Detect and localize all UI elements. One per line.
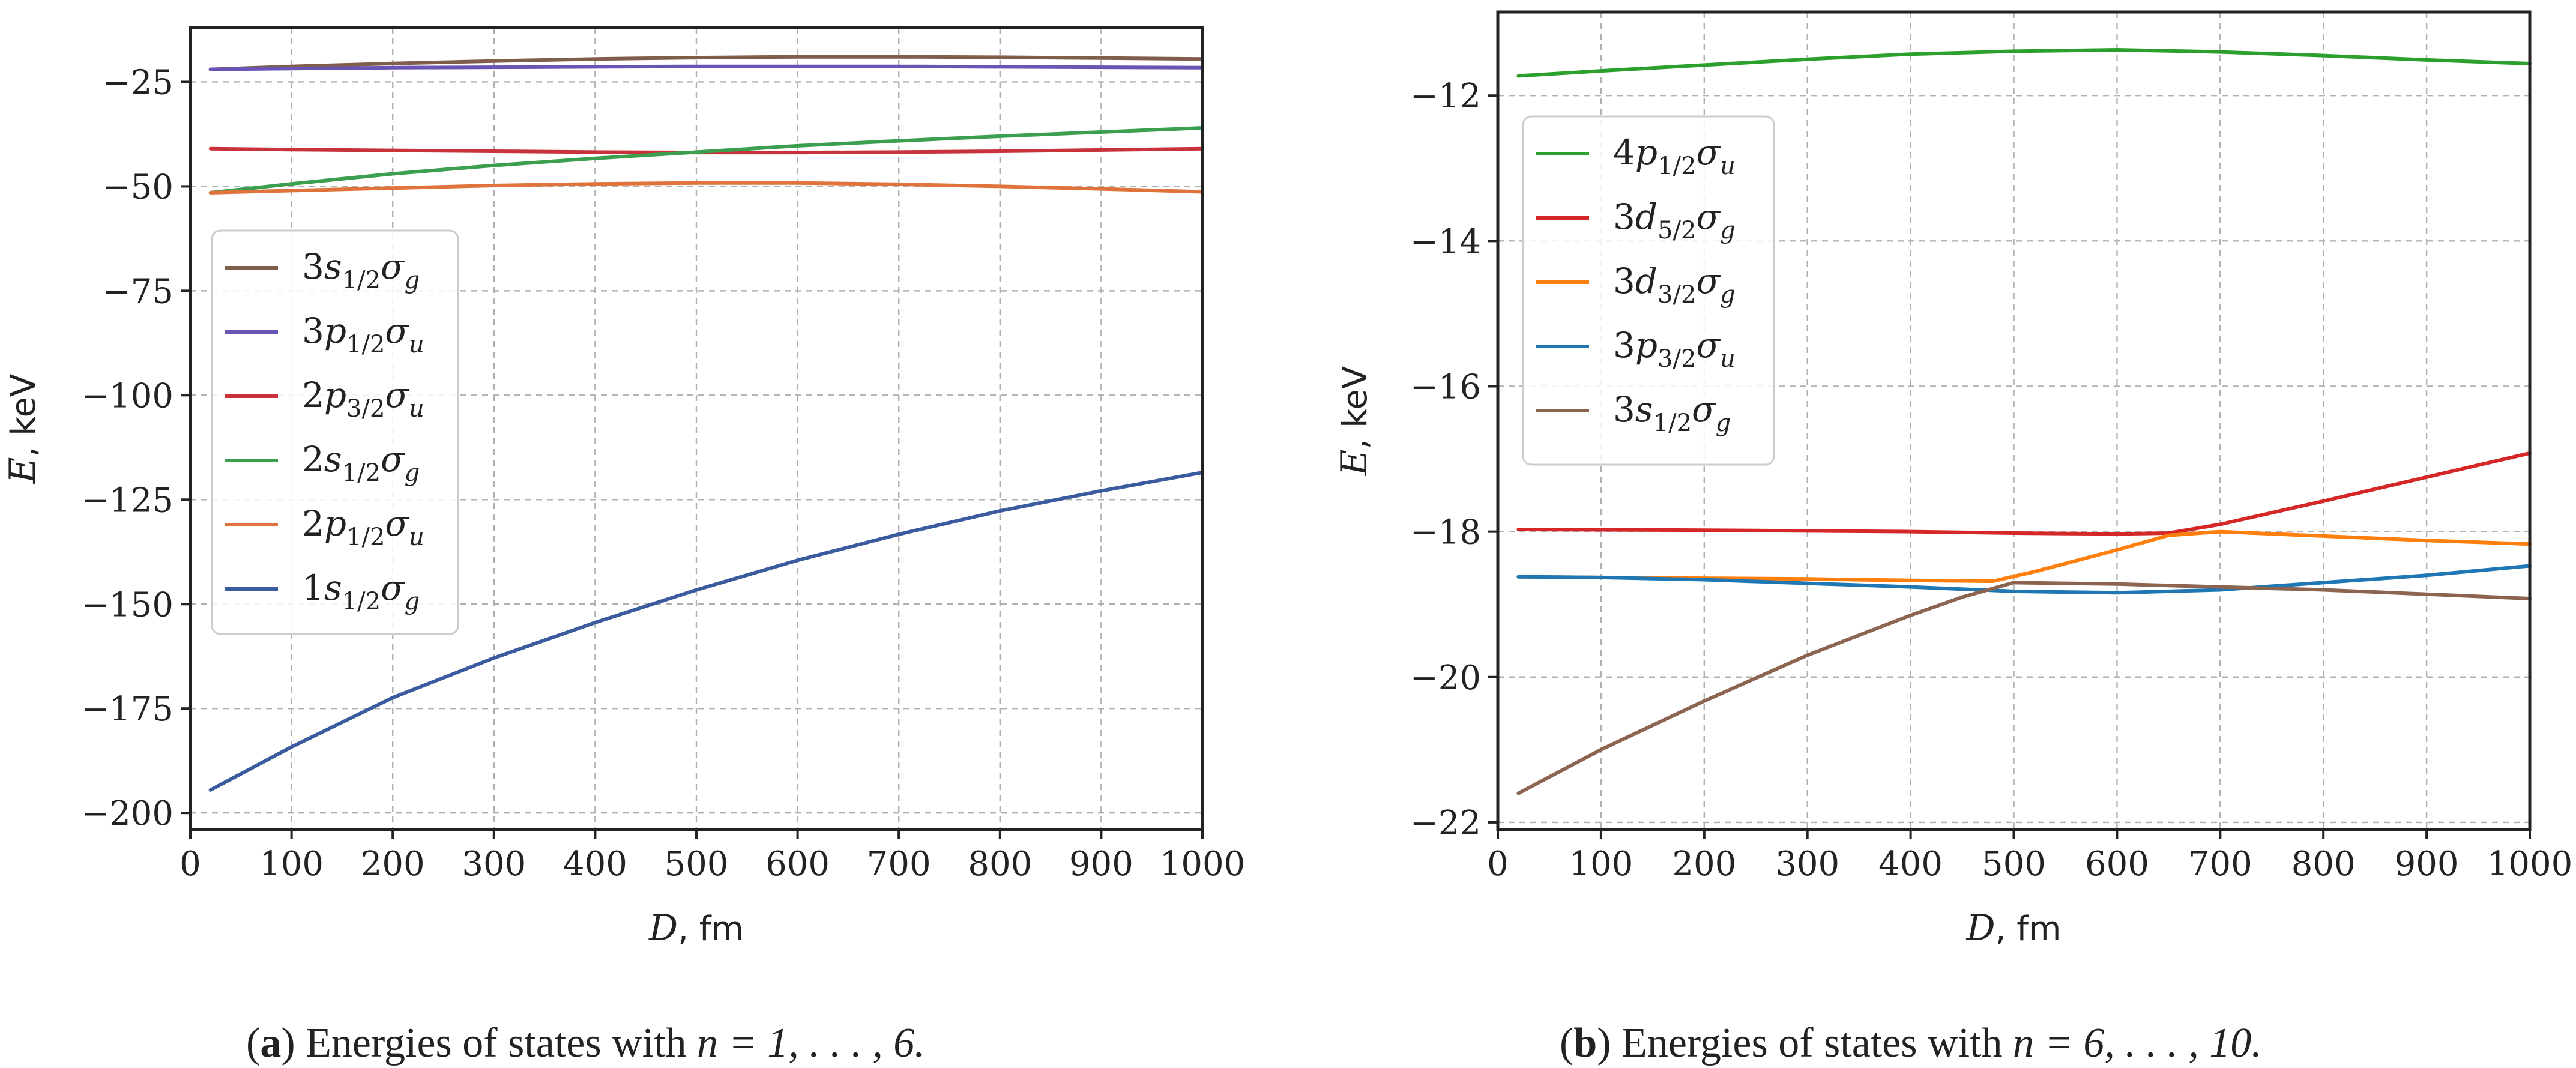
x-tick-label: 200 <box>361 845 425 884</box>
legend: 4p1/2σu 3d5/2σg 3d3/2σg 3p3/2σu 3s1/2σg <box>1522 115 1775 466</box>
y-tick-label: −100 <box>81 376 173 415</box>
x-axis-label: D, fm <box>648 907 744 949</box>
series-line-3d-b <box>1516 529 2532 583</box>
legend-entry: 4p1/2σu <box>1613 132 1736 180</box>
series-line-3p-a <box>208 64 1204 71</box>
x-tick-label: 600 <box>2085 845 2149 884</box>
legend-entry: 3s1/2σg <box>302 246 420 294</box>
y-tick-label: −18 <box>1410 513 1481 552</box>
series-line-4p-b <box>1516 48 2532 78</box>
x-tick-label: 900 <box>2395 845 2459 884</box>
x-tick-label: 300 <box>1775 845 1839 884</box>
y-tick-label: −75 <box>103 272 173 311</box>
series-line-2s-a <box>208 126 1204 195</box>
legend-box <box>1522 115 1775 466</box>
legend-entry: 1s1/2σg <box>302 567 420 615</box>
series-line-3d-b <box>1516 451 2532 536</box>
y-tick-label: −150 <box>81 585 173 624</box>
series-line-3p-b <box>1516 564 2532 595</box>
x-tick-label: 900 <box>1069 845 1133 884</box>
chart-panel-a: 0 100 200 300 400 500 600 700 800 900 1000 −200 −175… <box>2 26 1246 1066</box>
y-tick-label: −200 <box>81 794 173 833</box>
y-tick-label: −12 <box>1410 77 1481 116</box>
x-tick-label: 800 <box>2291 845 2356 884</box>
y-tick-label: −125 <box>81 481 173 520</box>
series-line-1s-a <box>208 471 1204 792</box>
x-tick-label: 100 <box>259 845 324 884</box>
x-tick-label: 200 <box>1672 845 1736 884</box>
figure-caption: (a) Energies of states with n = 1, . . .… <box>246 1020 925 1066</box>
legend-entry: 3s1/2σg <box>1613 389 1731 437</box>
y-axis-label: E, keV <box>1333 366 1375 477</box>
series-line-2p-a <box>208 181 1204 195</box>
x-tick-label: 500 <box>665 845 729 884</box>
y-tick-label: −16 <box>1410 367 1481 406</box>
x-tick-label: 300 <box>462 845 526 884</box>
x-tick-label: 0 <box>1487 845 1509 884</box>
x-tick-label: 0 <box>179 845 201 884</box>
legend-entry: 3d5/2σg <box>1613 196 1736 244</box>
y-tick-label: −20 <box>1410 659 1481 698</box>
y-tick-label: −14 <box>1410 222 1481 261</box>
legend-entry: 2s1/2σg <box>302 439 420 487</box>
x-tick-label: 400 <box>1878 845 1943 884</box>
x-tick-label: 1000 <box>1160 845 1246 884</box>
y-tick-label: −50 <box>103 167 173 207</box>
y-tick-label: −22 <box>1410 804 1481 843</box>
figure-caption: (b) Energies of states with n = 6, . . .… <box>1560 1020 2262 1066</box>
x-tick-label: 700 <box>867 845 931 884</box>
x-tick-label: 500 <box>1982 845 2046 884</box>
y-tick-label: −175 <box>81 690 173 729</box>
x-tick-label: 700 <box>2188 845 2252 884</box>
legend-entry: 3p3/2σu <box>1613 325 1736 373</box>
legend-entry: 2p3/2σu <box>302 375 424 423</box>
legend-entry: 3p1/2σu <box>302 310 424 358</box>
x-tick-label: 1000 <box>2487 845 2573 884</box>
x-tick-label: 600 <box>765 845 830 884</box>
chart-panel-b: 0 100 200 300 400 500 600 700 800 900 1000 −22 −20 −1… <box>1333 10 2573 1066</box>
series-line-3s-a <box>208 55 1204 71</box>
x-tick-label: 800 <box>968 845 1032 884</box>
x-tick-label: 100 <box>1569 845 1633 884</box>
legend-entry: 2p1/2σu <box>302 503 424 551</box>
legend-entry: 3d3/2σg <box>1613 261 1736 309</box>
series-line-3s-b <box>1516 581 2532 795</box>
x-axis-label: D, fm <box>1966 907 2062 949</box>
legend: 3s1/2σg 3p1/2σu 2p3/2σu 2s1/2σg 2p1/2σu 1s1/2… <box>211 229 459 635</box>
y-tick-label: −25 <box>103 63 173 102</box>
y-axis-label: E, keV <box>2 374 44 484</box>
x-tick-label: 400 <box>563 845 627 884</box>
